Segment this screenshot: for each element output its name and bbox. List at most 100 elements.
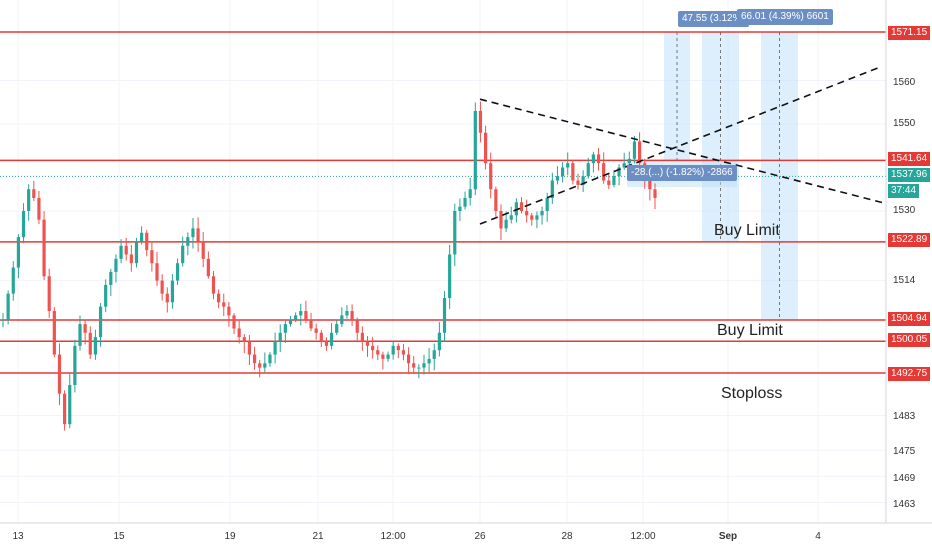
candle-body (627, 158, 631, 164)
candle-body (268, 354, 272, 364)
y-tick: 1550 (893, 118, 916, 129)
measurement-label[interactable]: 66.01 (4.39%) 6601 (737, 9, 833, 25)
measurement-label[interactable]: -28.(...) (-1.82%) -2866 (627, 165, 737, 181)
candle-body (519, 202, 524, 211)
candle-body (540, 211, 544, 216)
candle-body (314, 328, 318, 333)
x-tick: Sep (718, 531, 738, 542)
candle-body (273, 341, 277, 355)
candle-body (237, 328, 241, 338)
candle-body (401, 350, 406, 355)
candle-body (453, 211, 457, 255)
triangle-trendlines[interactable] (479, 65, 883, 225)
candle-body (365, 341, 370, 346)
measurement-box (664, 31, 690, 161)
candle-body (617, 167, 621, 177)
x-tick: 26 (474, 531, 486, 542)
candle-body (432, 350, 436, 359)
candle-body (581, 176, 585, 185)
stoploss-annotation[interactable]: Stoploss (721, 385, 783, 402)
x-tick: 4 (815, 531, 821, 542)
candle-body (32, 189, 36, 198)
candle-body (114, 258, 118, 272)
countdown-label: 37:44 (888, 184, 920, 198)
candle-body (653, 189, 657, 198)
candle-body (355, 319, 359, 333)
candle-body (88, 332, 92, 355)
candle-body (211, 276, 216, 294)
candle-body (504, 219, 508, 229)
candle-body (596, 154, 601, 164)
y-tick: 1530 (893, 205, 916, 216)
candle-body (242, 337, 246, 342)
candle-body (463, 197, 467, 207)
candle-body (345, 311, 349, 316)
candle-body (478, 110, 483, 133)
candle-body (514, 202, 518, 216)
candle-body (150, 250, 154, 264)
candle-body (396, 345, 400, 351)
candle-body (175, 263, 180, 281)
candle-body (525, 211, 529, 216)
candle-body (612, 176, 616, 185)
candle-body (83, 324, 87, 333)
measurement-label[interactable]: 47.55 (3.12%) (678, 11, 749, 27)
candle-body (160, 280, 164, 294)
candle-body (16, 237, 21, 268)
candle-body (560, 167, 565, 177)
y-tick: 1514 (893, 275, 916, 286)
candle-body (602, 163, 606, 181)
horizontal-levels[interactable] (0, 31, 886, 374)
candle-body (129, 254, 133, 264)
candle-body (530, 215, 534, 220)
candle-body (57, 354, 62, 394)
candle-body (483, 132, 488, 164)
candle-body (350, 311, 354, 320)
level-price-label: 1571.15 (888, 26, 931, 40)
x-tick: 19 (224, 531, 236, 542)
grid-lines (0, 0, 886, 523)
candle-body (489, 163, 493, 190)
candle-body (417, 367, 421, 369)
candle-body (222, 302, 226, 307)
candle-body (68, 385, 72, 425)
candle-body (324, 341, 329, 346)
x-tick: 15 (113, 531, 125, 542)
candle-body (607, 180, 611, 185)
buy-limit-annotation[interactable]: Buy Limit (717, 322, 783, 339)
level-price-label: 1522.89 (888, 233, 931, 247)
candle-body (555, 176, 560, 181)
candle-body (247, 341, 252, 355)
candle-body (294, 315, 298, 320)
candle-body (52, 311, 56, 355)
y-tick: 1463 (893, 499, 916, 510)
buy-limit-annotation[interactable]: Buy Limit (714, 222, 780, 239)
candle-body (622, 163, 626, 168)
current-price-label: 1537.96 (888, 168, 931, 182)
candle-body (422, 363, 426, 368)
candle-body (329, 332, 334, 346)
candle-body (124, 245, 128, 255)
candle-body (134, 241, 139, 264)
candle-body (509, 215, 513, 220)
candle-body (381, 354, 385, 359)
candle-body (360, 332, 364, 342)
candle-body (499, 211, 503, 229)
candle-body (468, 189, 472, 198)
candle-body (227, 306, 231, 316)
candle-body (309, 319, 313, 329)
candle-body (98, 306, 103, 338)
candle-body (109, 271, 113, 285)
candle-body (263, 363, 267, 368)
candle-body (258, 363, 262, 368)
level-price-label: 1541.64 (888, 152, 931, 166)
candle-body (21, 211, 26, 238)
candle-body (6, 293, 10, 320)
candle-body (448, 254, 452, 298)
candle-body (191, 228, 195, 238)
candle-body (140, 232, 144, 242)
candle-body (442, 298, 447, 333)
candle-body (473, 110, 477, 190)
candle-body (371, 345, 375, 351)
